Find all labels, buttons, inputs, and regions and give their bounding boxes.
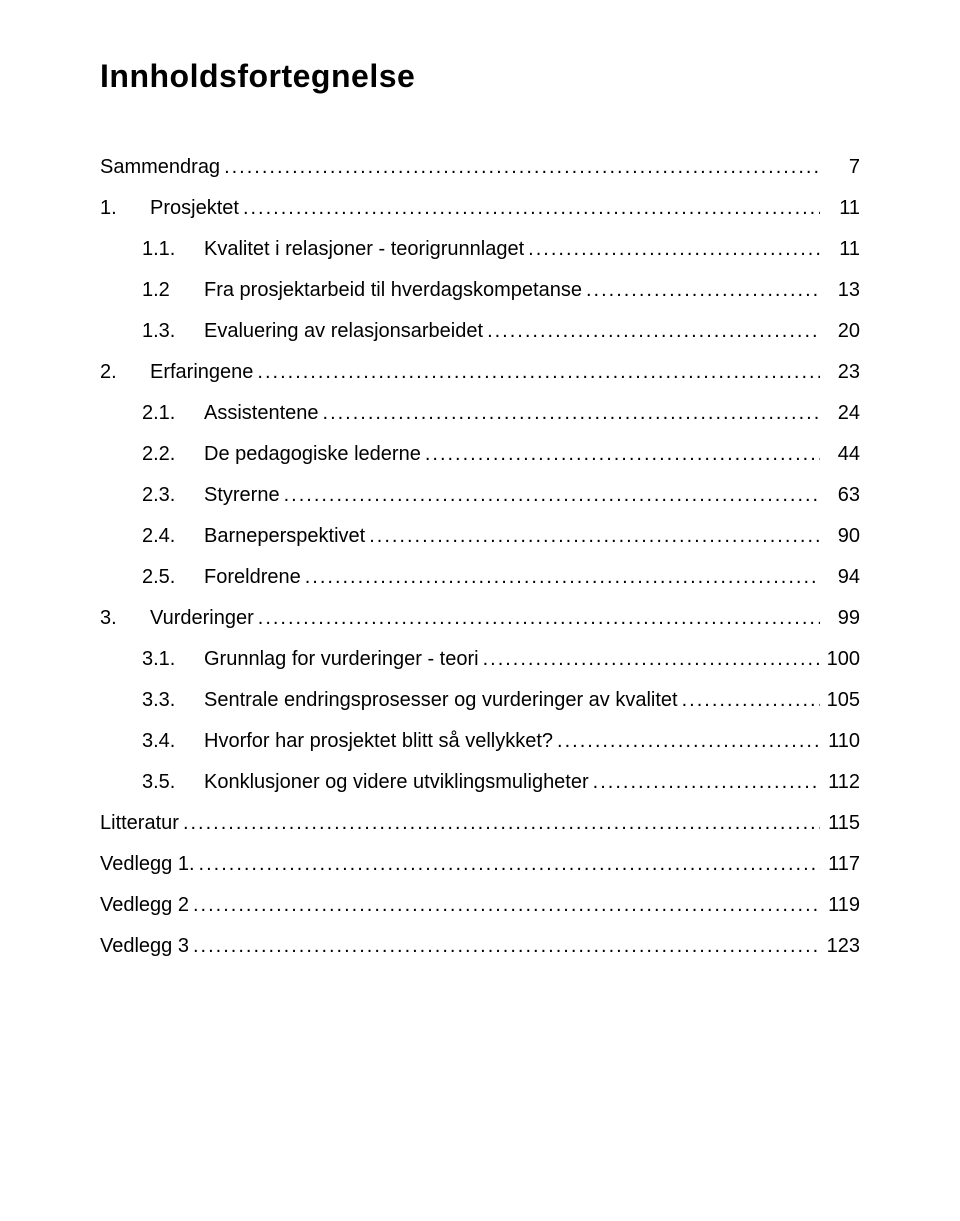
toc-dot-leader: ........................................… — [553, 731, 820, 751]
toc-row: 2.5.Foreldrene..........................… — [100, 567, 860, 587]
toc-dot-leader: ........................................… — [483, 321, 820, 341]
toc-entry-label: Sammendrag — [100, 157, 220, 177]
toc-entry-number: 1.3. — [142, 321, 204, 341]
toc-entry-label: Sentrale endringsprosesser og vurderinge… — [204, 690, 678, 710]
toc-entry-number: 3.3. — [142, 690, 204, 710]
toc-entry-page: 100 — [820, 649, 860, 669]
toc-entry-page: 94 — [820, 567, 860, 587]
toc-dot-leader: ........................................… — [195, 854, 820, 874]
toc-entry-page: 20 — [820, 321, 860, 341]
toc-row: 2.4.Barneperspektivet...................… — [100, 526, 860, 546]
toc-entry-page: 7 — [820, 157, 860, 177]
toc-entry-label: Erfaringene — [150, 362, 253, 382]
toc-entry-label: Kvalitet i relasjoner - teorigrunnlaget — [204, 239, 524, 259]
toc-dot-leader: ........................................… — [365, 526, 820, 546]
toc-entry-page: 63 — [820, 485, 860, 505]
toc-dot-leader: ........................................… — [220, 157, 820, 177]
toc-entry-page: 110 — [820, 731, 860, 751]
toc-row: 3.5.Konklusjoner og videre utviklingsmul… — [100, 772, 860, 792]
toc-entry-number: 2.4. — [142, 526, 204, 546]
toc-row: Vedlegg 1...............................… — [100, 854, 860, 874]
toc-entry-page: 99 — [820, 608, 860, 628]
toc-row: 3.Vurderinger...........................… — [100, 608, 860, 628]
toc-dot-leader: ........................................… — [319, 403, 820, 423]
toc-entry-page: 105 — [820, 690, 860, 710]
toc-dot-leader: ........................................… — [582, 280, 820, 300]
toc-entry-page: 44 — [820, 444, 860, 464]
toc-dot-leader: ........................................… — [189, 895, 820, 915]
toc-entry-label: Grunnlag for vurderinger - teori — [204, 649, 479, 669]
toc-dot-leader: ........................................… — [239, 198, 820, 218]
toc-entry-number: 2.2. — [142, 444, 204, 464]
toc-row: Sammendrag..............................… — [100, 157, 860, 177]
toc-entry-page: 90 — [820, 526, 860, 546]
toc-row: 1.1.Kvalitet i relasjoner - teorigrunnla… — [100, 239, 860, 259]
toc-entry-page: 112 — [820, 772, 860, 792]
toc-entry-label: Evaluering av relasjonsarbeidet — [204, 321, 483, 341]
toc-row: 2.2.De pedagogiske lederne..............… — [100, 444, 860, 464]
toc-entry-number: 3.4. — [142, 731, 204, 751]
toc-entry-number: 3.1. — [142, 649, 204, 669]
toc-row: 1.3.Evaluering av relasjonsarbeidet.....… — [100, 321, 860, 341]
toc-row: 3.3.Sentrale endringsprosesser og vurder… — [100, 690, 860, 710]
toc-entry-label: Vedlegg 3 — [100, 936, 189, 956]
toc-entry-page: 117 — [820, 854, 860, 874]
toc-entry-label: Barneperspektivet — [204, 526, 365, 546]
toc-dot-leader: ........................................… — [179, 813, 820, 833]
toc-entry-label: De pedagogiske lederne — [204, 444, 421, 464]
toc-row: 3.1.Grunnlag for vurderinger - teori....… — [100, 649, 860, 669]
toc-entry-label: Vedlegg 1. — [100, 854, 195, 874]
toc-dot-leader: ........................................… — [189, 936, 820, 956]
toc-entry-label: Fra prosjektarbeid til hverdagskompetans… — [204, 280, 582, 300]
toc-entry-number: 1.1. — [142, 239, 204, 259]
toc-entry-label: Prosjektet — [150, 198, 239, 218]
toc-entry-page: 123 — [820, 936, 860, 956]
toc-entry-page: 24 — [820, 403, 860, 423]
toc-entry-page: 11 — [820, 198, 860, 218]
toc-dot-leader: ........................................… — [254, 608, 820, 628]
toc-entry-page: 23 — [820, 362, 860, 382]
toc-entry-page: 13 — [820, 280, 860, 300]
toc-entry-number: 1. — [100, 198, 150, 218]
toc-dot-leader: ........................................… — [678, 690, 820, 710]
toc-entry-label: Litteratur — [100, 813, 179, 833]
toc-entry-number: 2.3. — [142, 485, 204, 505]
toc-entry-number: 2.5. — [142, 567, 204, 587]
toc-entry-number: 2. — [100, 362, 150, 382]
toc-row: 1.Prosjektet............................… — [100, 198, 860, 218]
toc-row: Vedlegg 3...............................… — [100, 936, 860, 956]
toc-entry-label: Konklusjoner og videre utviklingsmulighe… — [204, 772, 589, 792]
toc-entry-label: Foreldrene — [204, 567, 301, 587]
toc-entry-label: Assistentene — [204, 403, 319, 423]
toc-dot-leader: ........................................… — [301, 567, 820, 587]
toc-entry-page: 11 — [820, 239, 860, 259]
toc-entry-page: 115 — [820, 813, 860, 833]
toc-dot-leader: ........................................… — [253, 362, 820, 382]
toc-entry-number: 2.1. — [142, 403, 204, 423]
toc-row: Vedlegg 2...............................… — [100, 895, 860, 915]
toc-entry-label: Vedlegg 2 — [100, 895, 189, 915]
toc-row: 3.4.Hvorfor har prosjektet blitt så vell… — [100, 731, 860, 751]
toc-entry-label: Vurderinger — [150, 608, 254, 628]
toc-row: 2.Erfaringene...........................… — [100, 362, 860, 382]
toc-entry-number: 3.5. — [142, 772, 204, 792]
toc-row: 1.2Fra prosjektarbeid til hverdagskompet… — [100, 280, 860, 300]
toc-dot-leader: ........................................… — [280, 485, 820, 505]
toc-dot-leader: ........................................… — [421, 444, 820, 464]
toc-dot-leader: ........................................… — [524, 239, 820, 259]
toc-row: 2.3.Styrerne............................… — [100, 485, 860, 505]
toc-dot-leader: ........................................… — [479, 649, 820, 669]
toc-entry-label: Styrerne — [204, 485, 280, 505]
toc-row: Litteratur..............................… — [100, 813, 860, 833]
toc-row: 2.1.Assistentene........................… — [100, 403, 860, 423]
toc-entry-label: Hvorfor har prosjektet blitt så vellykke… — [204, 731, 553, 751]
table-of-contents: Sammendrag..............................… — [100, 157, 860, 956]
toc-entry-page: 119 — [820, 895, 860, 915]
toc-dot-leader: ........................................… — [589, 772, 820, 792]
toc-entry-number: 1.2 — [142, 280, 204, 300]
page-title: Innholdsfortegnelse — [100, 58, 860, 95]
toc-entry-number: 3. — [100, 608, 150, 628]
